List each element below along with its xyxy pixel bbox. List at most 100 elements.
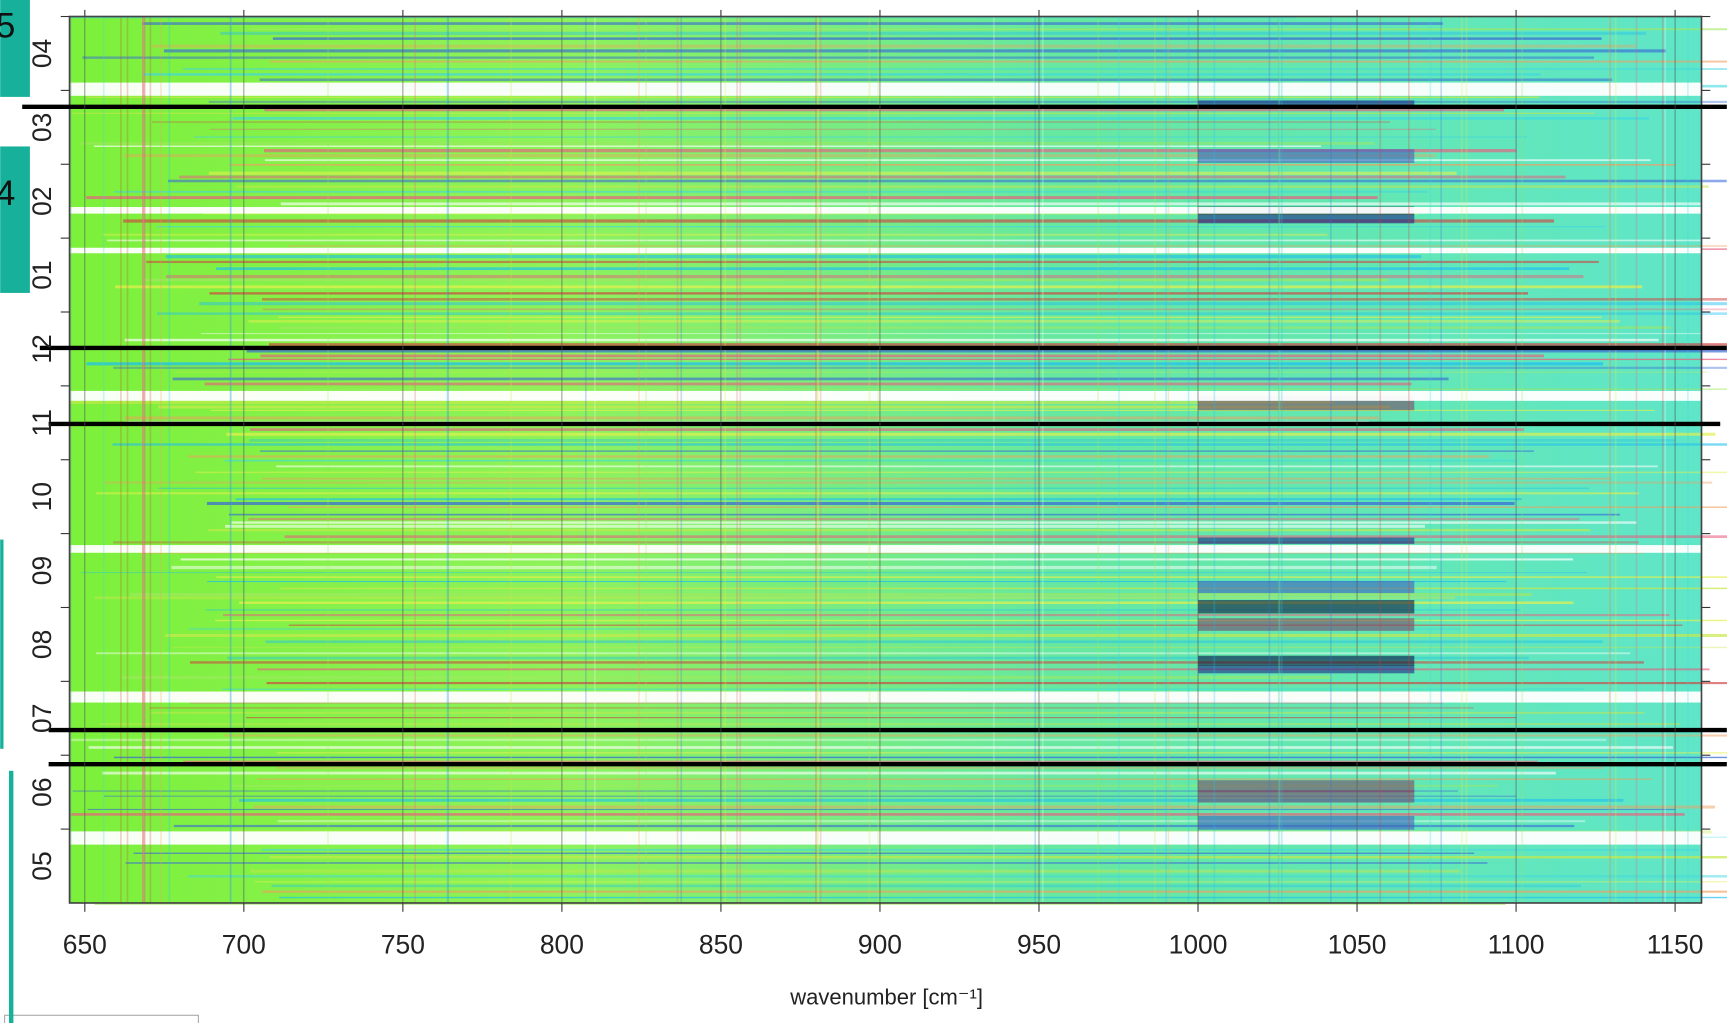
heatmap-texture <box>151 44 1636 48</box>
heatmap-texture <box>99 723 1680 726</box>
heatmap-texture <box>123 219 1555 223</box>
heatmap-texture <box>175 371 1708 373</box>
heatmap-texture <box>226 432 1716 436</box>
heatmap-texture <box>103 233 1328 236</box>
heatmap-texture <box>166 274 1584 279</box>
heatmap-gap <box>69 390 1702 401</box>
heatmap-texture <box>264 108 1505 112</box>
heatmap-texture <box>585 16 587 903</box>
heatmap-texture <box>125 862 1488 864</box>
heatmap-texture <box>1167 16 1170 903</box>
heatmap-texture <box>156 226 1606 228</box>
heatmap-texture <box>277 820 1586 823</box>
heatmap-texture <box>88 746 1673 749</box>
heatmap-texture <box>265 640 1603 644</box>
timestamp-box <box>4 1014 199 1023</box>
heatmap-texture <box>262 890 1727 893</box>
heatmap-gap <box>69 691 1702 703</box>
heatmap-texture <box>279 587 1727 590</box>
heatmap-texture <box>81 571 1587 574</box>
heatmap-texture <box>276 767 1604 769</box>
heatmap-texture <box>259 78 1612 81</box>
heatmap-texture <box>133 852 1475 854</box>
heatmap-texture <box>264 159 1651 162</box>
y-tick-label: 01 <box>27 260 57 289</box>
heatmap-texture <box>215 619 1727 622</box>
heatmap-texture <box>82 56 1594 59</box>
x-tick-label: 900 <box>858 930 902 960</box>
heatmap-texture <box>69 16 72 903</box>
heatmap-texture <box>284 535 1727 539</box>
heatmap-texture <box>239 601 1574 604</box>
teal-box <box>0 0 30 97</box>
heatmap-texture <box>221 688 1585 690</box>
heatmap-texture <box>207 580 1507 583</box>
heatmap-texture <box>87 808 1676 811</box>
heatmap-texture <box>1687 16 1689 903</box>
heatmap-texture <box>225 524 1425 528</box>
x-tick-label: 1100 <box>1488 930 1545 960</box>
heatmap-texture <box>276 751 1727 754</box>
heatmap-texture <box>1461 16 1463 903</box>
heatmap-texture <box>182 67 1727 70</box>
y-tick-label: 09 <box>27 556 57 585</box>
heatmap-texture <box>250 869 1461 873</box>
heatmap-texture <box>269 856 1727 859</box>
heatmap-texture <box>102 16 105 903</box>
x-axis-label: wavenumber [cm⁻¹] <box>789 984 983 1009</box>
teal-strip <box>0 539 4 749</box>
heatmap-texture <box>113 366 1727 369</box>
heatmap-texture <box>236 185 1709 189</box>
heatmap-texture <box>180 558 1574 561</box>
x-tick-label: 1000 <box>1169 930 1228 960</box>
heatmap-texture <box>96 492 1639 495</box>
heatmap-texture <box>69 16 1296 19</box>
heatmap-texture <box>248 319 1620 323</box>
heatmap-texture <box>1614 16 1617 903</box>
heatmap-texture <box>1165 16 1167 903</box>
heatmap-texture <box>246 717 1517 719</box>
heatmap-texture <box>171 565 1437 570</box>
heatmap-texture <box>95 652 1631 655</box>
heatmap-texture <box>188 875 1727 878</box>
heatmap-texture <box>107 239 1705 242</box>
plot-area <box>68 15 1727 905</box>
x-tick-label: 850 <box>699 930 743 960</box>
heatmap-texture <box>1198 655 1415 666</box>
heatmap-texture <box>868 16 871 903</box>
heatmap-texture <box>680 16 683 903</box>
heatmap-gap <box>69 207 1702 214</box>
heatmap-texture <box>158 405 1391 409</box>
heatmap-texture <box>223 734 1727 737</box>
heatmap-texture <box>1277 16 1280 903</box>
heatmap-texture <box>124 416 1379 420</box>
x-tick-label: 1050 <box>1328 930 1387 960</box>
heatmap-texture <box>71 738 1607 742</box>
heatmap-texture <box>231 784 1498 787</box>
heatmap-texture <box>1278 16 1281 903</box>
heatmap-texture <box>122 675 1331 679</box>
overlay-label: 5 <box>0 6 15 45</box>
heatmap-texture <box>70 813 1685 816</box>
heatmap-texture <box>227 656 1529 660</box>
heatmap-texture <box>158 487 1589 489</box>
heatmap-texture <box>288 506 1727 508</box>
heatmap-texture <box>257 668 1710 671</box>
heatmap-gap <box>69 831 1702 845</box>
heatmap-texture <box>216 576 1727 579</box>
heatmap-texture <box>126 16 129 903</box>
heatmap-texture <box>248 517 1580 521</box>
heatmap-texture <box>205 609 1520 611</box>
heatmap-texture <box>224 459 1517 462</box>
heatmap-texture <box>165 255 1422 259</box>
heatmap-texture <box>269 60 1727 63</box>
heatmap-texture <box>1198 790 1415 803</box>
heatmap-texture <box>86 362 1604 366</box>
heatmap-texture <box>279 896 1727 899</box>
heatmap-texture <box>94 596 1456 600</box>
heatmap-texture <box>103 481 1713 484</box>
heatmap-texture <box>183 760 1539 763</box>
heatmap-texture <box>288 245 1727 248</box>
y-tick-label: 12 <box>27 334 57 363</box>
